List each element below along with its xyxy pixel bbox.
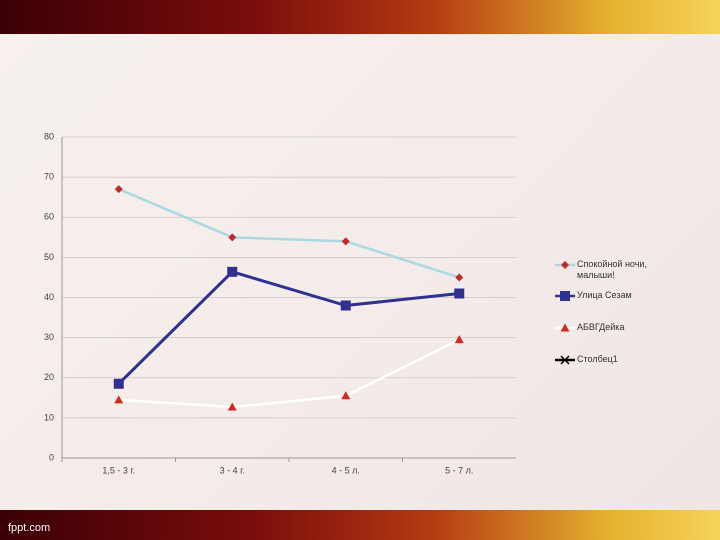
y-tick-label: 30 (44, 332, 54, 342)
footer: fppt.com (8, 522, 51, 534)
point (455, 273, 464, 282)
point (341, 237, 350, 246)
x-tick-label: 3 - 4 г. (220, 465, 245, 475)
y-tick-label: 40 (44, 292, 54, 302)
y-tick-label: 10 (44, 412, 54, 422)
y-tick-label: 0 (49, 452, 54, 462)
legend-label: Улица Сезам (577, 290, 632, 300)
point (454, 288, 465, 299)
series-line (118, 188, 460, 279)
point (454, 335, 464, 344)
y-tick-label: 60 (44, 212, 54, 222)
point (560, 355, 570, 365)
y-tick-label: 50 (44, 252, 54, 262)
y-tick-label: 70 (44, 172, 54, 182)
point (561, 261, 569, 269)
y-tick-label: 20 (44, 372, 54, 382)
point (340, 300, 351, 311)
point (114, 185, 123, 194)
point (227, 266, 238, 277)
x-tick-label: 4 - 5 л. (332, 465, 360, 475)
y-tick-label: 80 (44, 131, 54, 141)
legend-label: АБВГДейка (577, 322, 625, 332)
point (560, 291, 570, 301)
bottom-banner (0, 510, 720, 540)
series-line (117, 270, 460, 385)
point (113, 378, 124, 389)
top-banner (0, 0, 720, 34)
point (341, 391, 351, 400)
point (227, 402, 237, 411)
point (560, 323, 570, 332)
legend-label: Спокойной ночи, малыши! (577, 259, 647, 280)
x-tick-label: 1,5 - 3 г. (102, 465, 135, 475)
series-line (118, 338, 460, 409)
legend-label: Столбец1 (577, 354, 618, 364)
point (114, 395, 124, 404)
x-tick-label: 5 - 7 л. (445, 465, 473, 475)
point (228, 233, 237, 242)
